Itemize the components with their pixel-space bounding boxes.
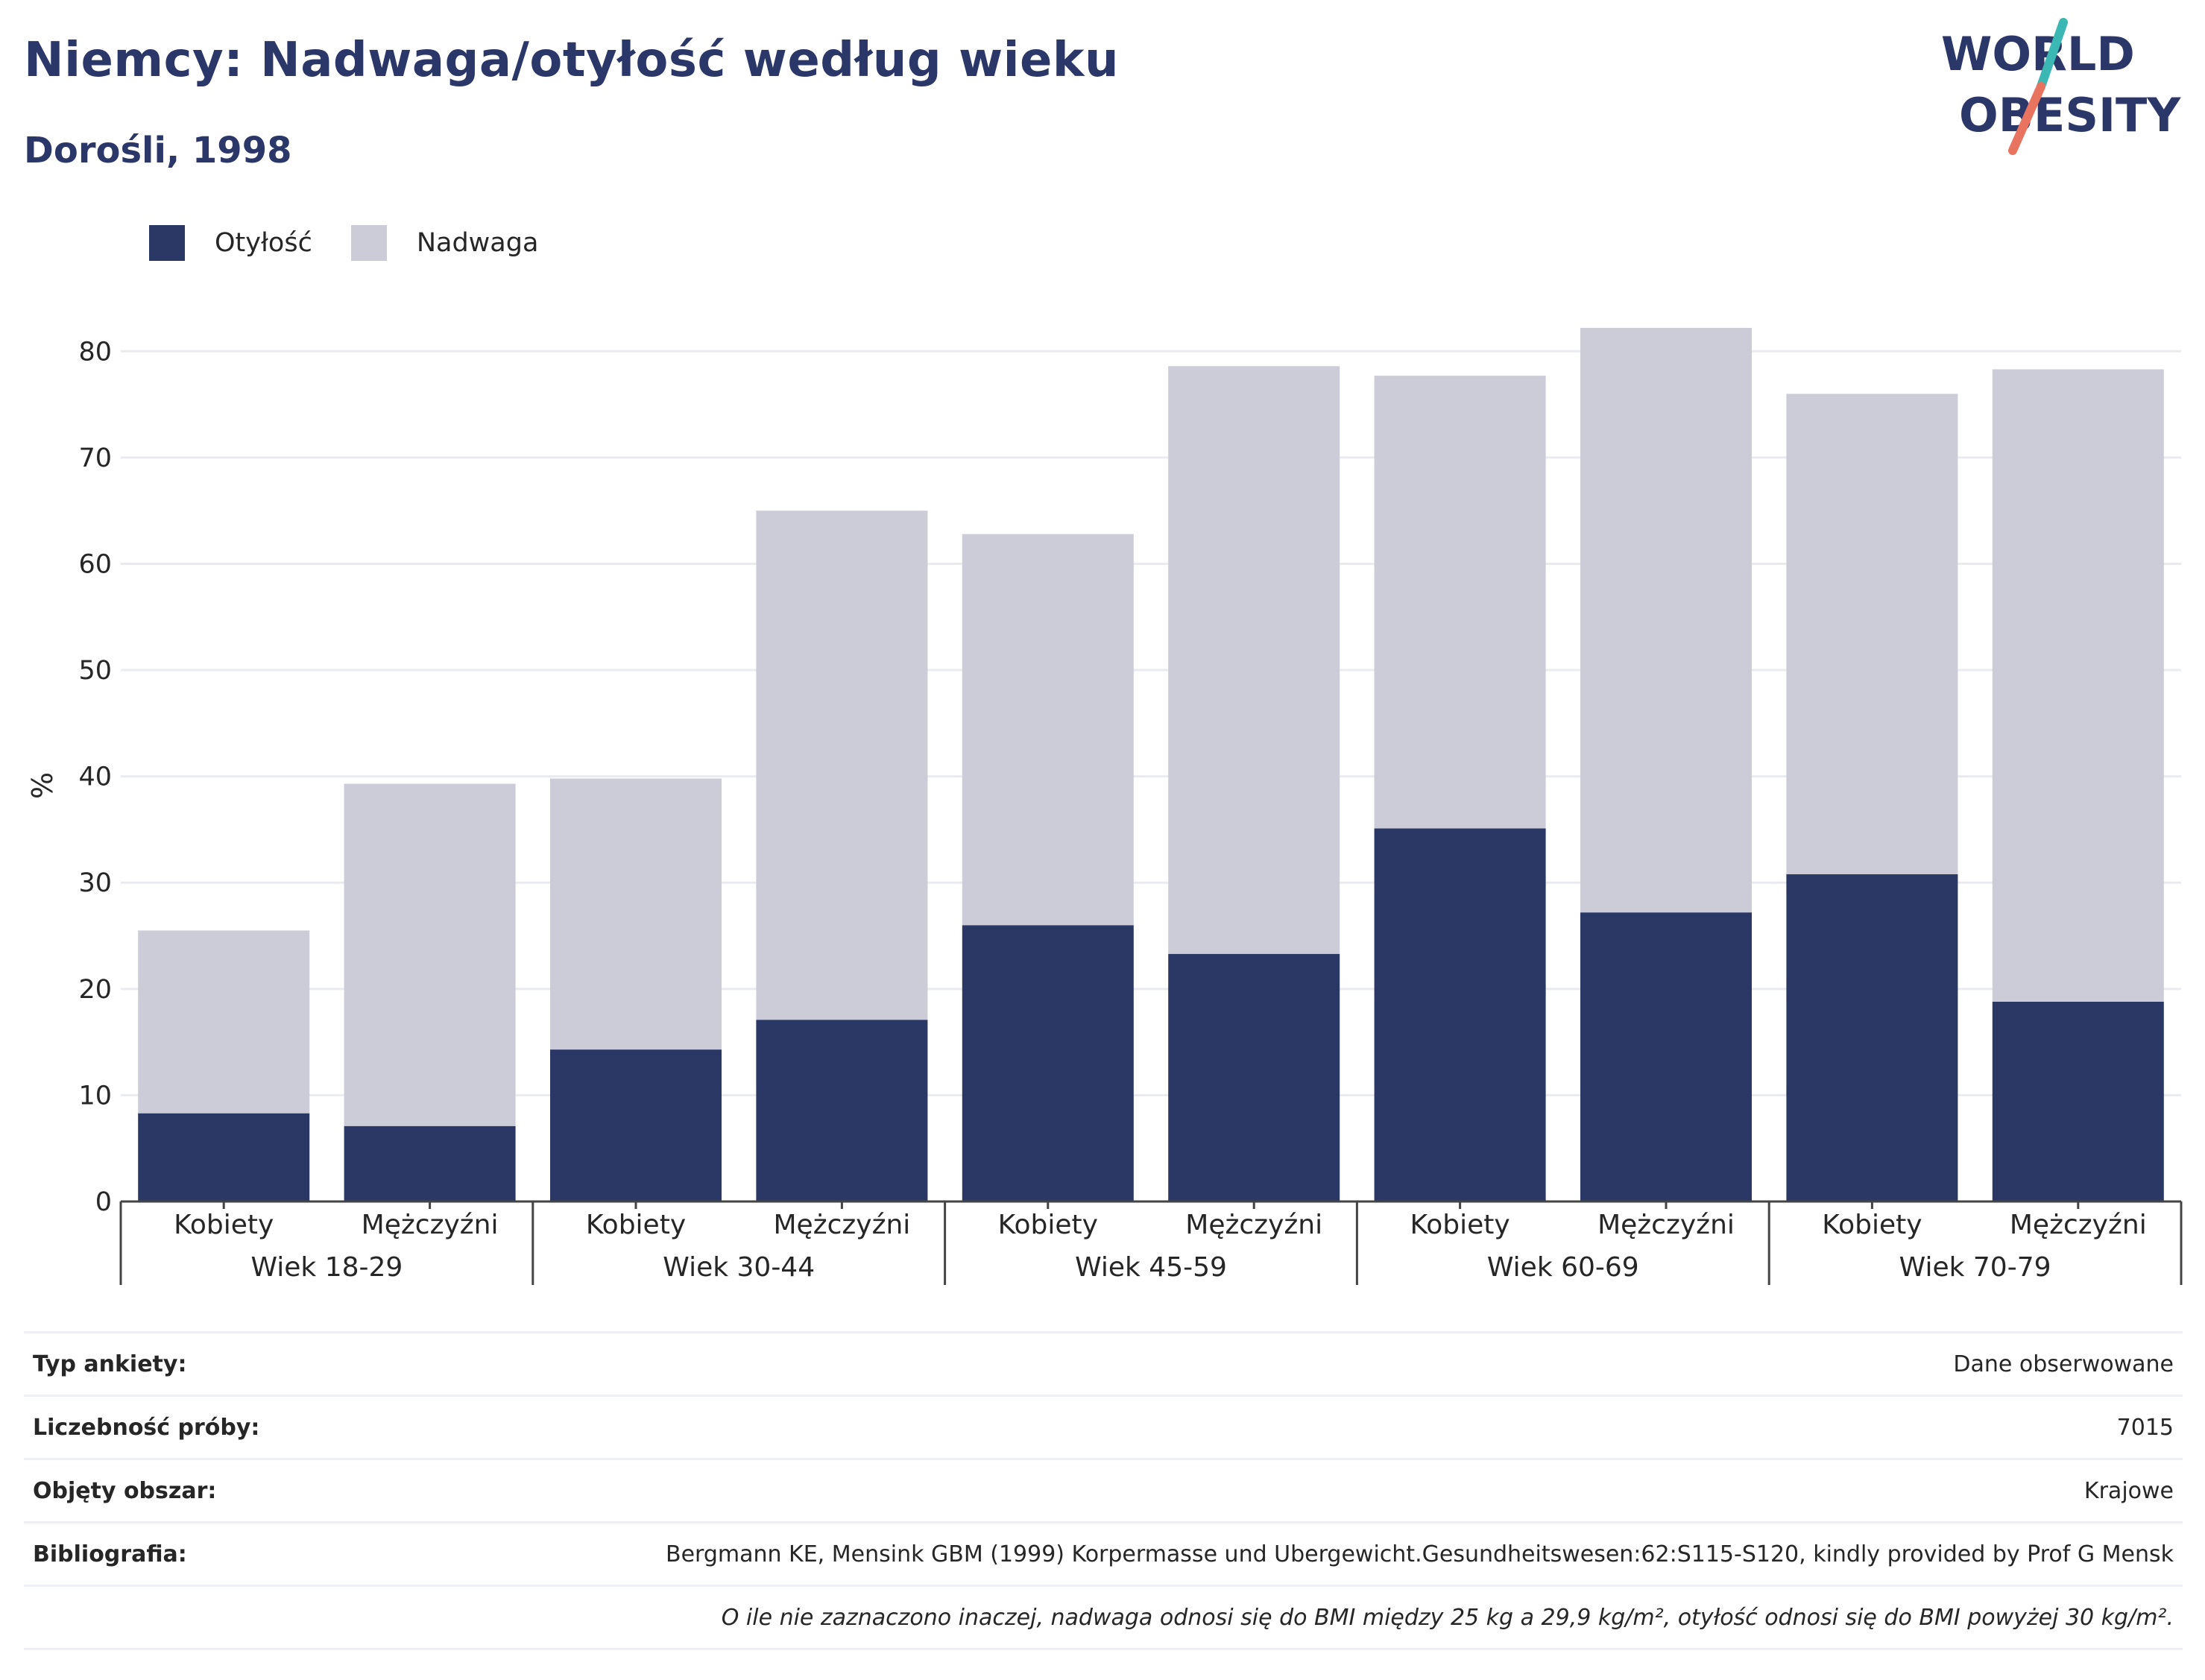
bar-obesity bbox=[962, 925, 1134, 1201]
bar-obesity bbox=[1374, 828, 1546, 1201]
bar-obesity bbox=[1580, 912, 1752, 1201]
y-tick-label: 60 bbox=[78, 549, 112, 579]
info-table: Typ ankiety: Dane obserwowane Liczebność… bbox=[24, 1331, 2183, 1650]
bar-obesity bbox=[344, 1125, 516, 1201]
bar-overweight bbox=[138, 930, 310, 1114]
logo-line1: WORLD bbox=[1941, 27, 2135, 81]
bar-overweight bbox=[550, 778, 722, 1050]
bar-overweight bbox=[1580, 327, 1752, 913]
bar-overweight bbox=[1992, 369, 2164, 1002]
bar-obesity bbox=[1992, 1001, 2164, 1201]
info-row-survey-type: Typ ankiety: Dane obserwowane bbox=[24, 1331, 2183, 1395]
bar-overweight bbox=[1786, 394, 1958, 874]
logo-line2: OBESITY bbox=[1959, 88, 2181, 142]
x-tick-label: Mężczyźni bbox=[2010, 1210, 2147, 1240]
legend-item-obesity[interactable]: Otyłość bbox=[149, 225, 312, 261]
bar-overweight bbox=[1374, 376, 1546, 829]
bar-overweight bbox=[1168, 366, 1340, 954]
logo-slash-teal bbox=[2037, 18, 2068, 91]
y-tick-label: 20 bbox=[78, 975, 112, 1005]
x-tick-label: Mężczyźni bbox=[773, 1210, 910, 1240]
logo-slash-coral bbox=[2008, 82, 2045, 155]
group-label: Wiek 60-69 bbox=[1487, 1252, 1639, 1283]
info-value: Krajowe bbox=[2083, 1477, 2174, 1504]
bar-overweight bbox=[756, 511, 928, 1020]
bar-obesity bbox=[550, 1049, 722, 1201]
legend-label-obesity: Otyłość bbox=[215, 228, 312, 258]
legend-item-overweight[interactable]: Nadwaga bbox=[350, 225, 539, 261]
info-value: 7015 bbox=[2116, 1414, 2174, 1441]
group-label: Wiek 30-44 bbox=[663, 1252, 815, 1283]
chart-legend: Otyłość Nadwaga bbox=[149, 222, 577, 264]
bar-obesity bbox=[756, 1020, 928, 1201]
x-tick-label: Mężczyźni bbox=[1597, 1210, 1735, 1240]
group-label: Wiek 18-29 bbox=[250, 1252, 403, 1283]
info-label: Liczebność próby: bbox=[33, 1414, 260, 1441]
y-tick-label: 40 bbox=[78, 762, 112, 792]
x-tick-label: Kobiety bbox=[1822, 1210, 1922, 1240]
x-tick-label: Kobiety bbox=[1410, 1210, 1510, 1240]
page-subtitle: Dorośli, 1998 bbox=[24, 130, 292, 171]
info-value: Bergmann KE, Mensink GBM (1999) Korperma… bbox=[665, 1541, 2174, 1567]
x-tick-label: Kobiety bbox=[586, 1210, 686, 1240]
x-tick-label: Kobiety bbox=[998, 1210, 1098, 1240]
legend-label-overweight: Nadwaga bbox=[416, 228, 539, 258]
group-label: Wiek 45-59 bbox=[1075, 1252, 1227, 1283]
info-row-bibliography: Bibliografia: Bergmann KE, Mensink GBM (… bbox=[24, 1521, 2183, 1585]
y-axis: 0 10 20 30 40 50 60 70 80% bbox=[26, 337, 112, 1217]
y-axis-title: % bbox=[26, 772, 59, 799]
bar-overweight bbox=[962, 534, 1134, 926]
bar-obesity bbox=[1168, 953, 1340, 1201]
x-tick-label: Mężczyźni bbox=[1185, 1210, 1322, 1240]
bar-overweight bbox=[344, 783, 516, 1126]
y-tick-label: 50 bbox=[78, 656, 112, 686]
world-obesity-logo: WORLD OBESITY bbox=[1941, 18, 2181, 155]
y-tick-label: 10 bbox=[78, 1081, 112, 1111]
y-tick-label: 0 bbox=[95, 1187, 112, 1217]
group-label: Wiek 70-79 bbox=[1899, 1252, 2051, 1283]
bars bbox=[138, 327, 2164, 1201]
bar-obesity bbox=[1786, 874, 1958, 1201]
info-row-sample-size: Liczebność próby: 7015 bbox=[24, 1395, 2183, 1458]
y-tick-label: 30 bbox=[78, 868, 112, 898]
legend-swatch-overweight bbox=[350, 225, 387, 261]
x-tick-label: Mężczyźni bbox=[362, 1210, 499, 1240]
x-axis: Kobiety Mężczyźni Kobiety Mężczyźni Kobiety M… bbox=[119, 1200, 2183, 1285]
info-row-area: Objęty obszar: Krajowe bbox=[24, 1458, 2183, 1521]
info-value: Dane obserwowane bbox=[1953, 1351, 2174, 1377]
y-tick-label: 70 bbox=[78, 443, 112, 473]
bar-obesity bbox=[138, 1113, 310, 1201]
info-label: Objęty obszar: bbox=[33, 1477, 217, 1504]
info-label: Bibliografia: bbox=[33, 1541, 187, 1567]
x-tick-label: Kobiety bbox=[174, 1210, 274, 1240]
definition-note: O ile nie zaznaczono inaczej, nadwaga od… bbox=[721, 1604, 2174, 1631]
legend-swatch-obesity bbox=[149, 225, 185, 261]
page-title: Niemcy: Nadwaga/otyłość według wieku bbox=[24, 33, 1120, 88]
info-row-note: O ile nie zaznaczono inaczej, nadwaga od… bbox=[24, 1585, 2183, 1650]
info-label: Typ ankiety: bbox=[33, 1351, 187, 1377]
y-tick-label: 80 bbox=[78, 337, 112, 367]
